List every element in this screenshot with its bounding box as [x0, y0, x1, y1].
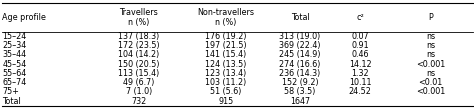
Text: P: P — [428, 13, 433, 22]
Text: 123 (13.4): 123 (13.4) — [205, 69, 246, 78]
Text: <0.001: <0.001 — [416, 60, 445, 69]
Text: 51 (5.6): 51 (5.6) — [210, 87, 242, 96]
Text: 150 (20.5): 150 (20.5) — [118, 60, 160, 69]
Text: 14.12: 14.12 — [349, 60, 372, 69]
Text: ns: ns — [426, 32, 435, 41]
Text: 58 (3.5): 58 (3.5) — [284, 87, 316, 96]
Text: ns: ns — [426, 69, 435, 78]
Text: 152 (9.2): 152 (9.2) — [282, 78, 319, 87]
Text: 103 (11.2): 103 (11.2) — [205, 78, 246, 87]
Text: 274 (16.6): 274 (16.6) — [279, 60, 321, 69]
Text: Total: Total — [291, 13, 310, 22]
Text: 55–64: 55–64 — [2, 69, 27, 78]
Text: 0.07: 0.07 — [351, 32, 369, 41]
Text: 75+: 75+ — [2, 87, 19, 96]
Text: 245 (14.9): 245 (14.9) — [279, 50, 321, 59]
Text: 141 (15.4): 141 (15.4) — [205, 50, 246, 59]
Text: 49 (6.7): 49 (6.7) — [123, 78, 155, 87]
Text: 104 (14.2): 104 (14.2) — [118, 50, 159, 59]
Text: 176 (19.2): 176 (19.2) — [205, 32, 246, 41]
Text: 25–34: 25–34 — [2, 41, 27, 50]
Text: <0.001: <0.001 — [416, 87, 445, 96]
Text: ns: ns — [426, 50, 435, 59]
Text: 313 (19.0): 313 (19.0) — [280, 32, 321, 41]
Text: 197 (21.5): 197 (21.5) — [205, 41, 247, 50]
Text: 65–74: 65–74 — [2, 78, 27, 87]
Text: Non-travellers
n (%): Non-travellers n (%) — [198, 8, 255, 27]
Text: 113 (15.4): 113 (15.4) — [118, 69, 159, 78]
Text: Total: Total — [2, 97, 21, 106]
Text: 732: 732 — [131, 97, 146, 106]
Text: 137 (18.3): 137 (18.3) — [118, 32, 159, 41]
Text: 0.46: 0.46 — [351, 50, 369, 59]
Text: 15–24: 15–24 — [2, 32, 27, 41]
Text: 0.91: 0.91 — [351, 41, 369, 50]
Text: 35–44: 35–44 — [2, 50, 27, 59]
Text: 1647: 1647 — [290, 97, 310, 106]
Text: 7 (1.0): 7 (1.0) — [126, 87, 152, 96]
Text: 172 (23.5): 172 (23.5) — [118, 41, 160, 50]
Text: 24.52: 24.52 — [349, 87, 372, 96]
Text: 915: 915 — [219, 97, 234, 106]
Text: 124 (13.5): 124 (13.5) — [205, 60, 246, 69]
Text: <0.01: <0.01 — [419, 78, 443, 87]
Text: Travellers
n (%): Travellers n (%) — [119, 8, 158, 27]
Text: ns: ns — [426, 41, 435, 50]
Text: 1.32: 1.32 — [351, 69, 369, 78]
Text: 45–54: 45–54 — [2, 60, 27, 69]
Text: c²: c² — [356, 13, 364, 22]
Text: 236 (14.3): 236 (14.3) — [280, 69, 321, 78]
Text: 369 (22.4): 369 (22.4) — [279, 41, 321, 50]
Text: 10.11: 10.11 — [349, 78, 371, 87]
Text: Age profile: Age profile — [2, 13, 46, 22]
